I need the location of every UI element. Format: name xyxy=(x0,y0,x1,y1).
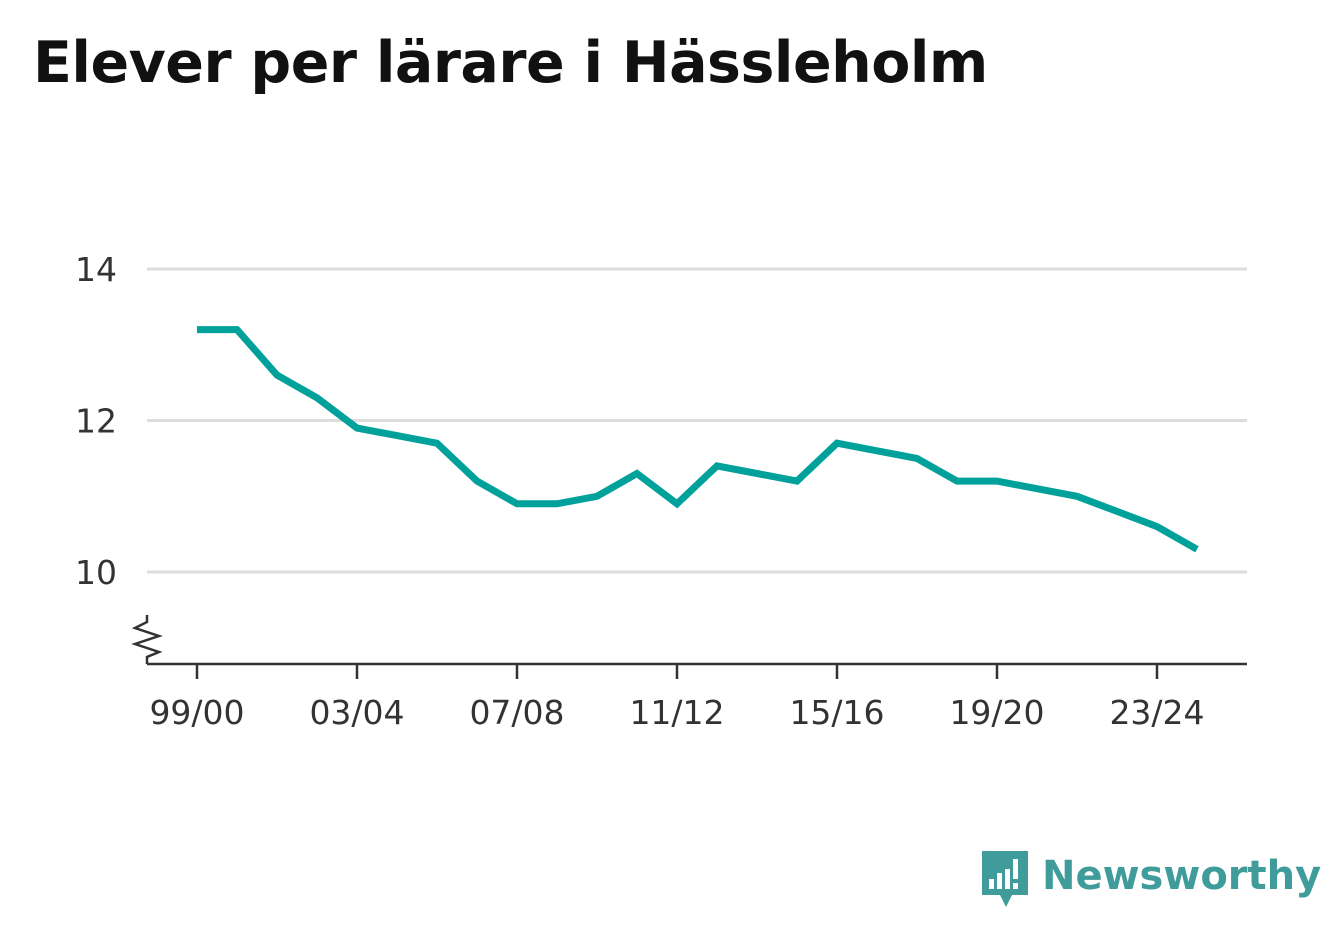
y-tick-label: 12 xyxy=(75,402,117,441)
y-axis-ticks: 10 12 14 xyxy=(75,250,163,664)
y-tick-label: 10 xyxy=(75,553,117,592)
x-tick-label: 23/24 xyxy=(1109,693,1204,732)
x-tick-label: 99/00 xyxy=(149,693,244,732)
x-tick-label: 03/04 xyxy=(309,693,404,732)
chart-title: Elever per lärare i Hässleholm xyxy=(33,30,988,96)
x-tick-label: 07/08 xyxy=(469,693,564,732)
newsworthy-logo-icon xyxy=(982,851,1028,907)
gridlines xyxy=(147,267,1247,574)
x-axis: 99/00 03/04 07/08 11/12 15/16 19/20 23/24 xyxy=(147,662,1247,732)
x-tick-label: 19/20 xyxy=(949,693,1044,732)
series-layer xyxy=(196,326,1199,553)
x-tick-label: 15/16 xyxy=(789,693,884,732)
axis-break-icon xyxy=(131,615,163,664)
x-tick-label: 11/12 xyxy=(629,693,724,732)
y-tick-label: 14 xyxy=(75,250,117,289)
brand-name: Newsworthy xyxy=(1042,853,1322,899)
newsworthy-brand: Newsworthy xyxy=(980,848,1321,912)
series-line xyxy=(197,326,1199,553)
